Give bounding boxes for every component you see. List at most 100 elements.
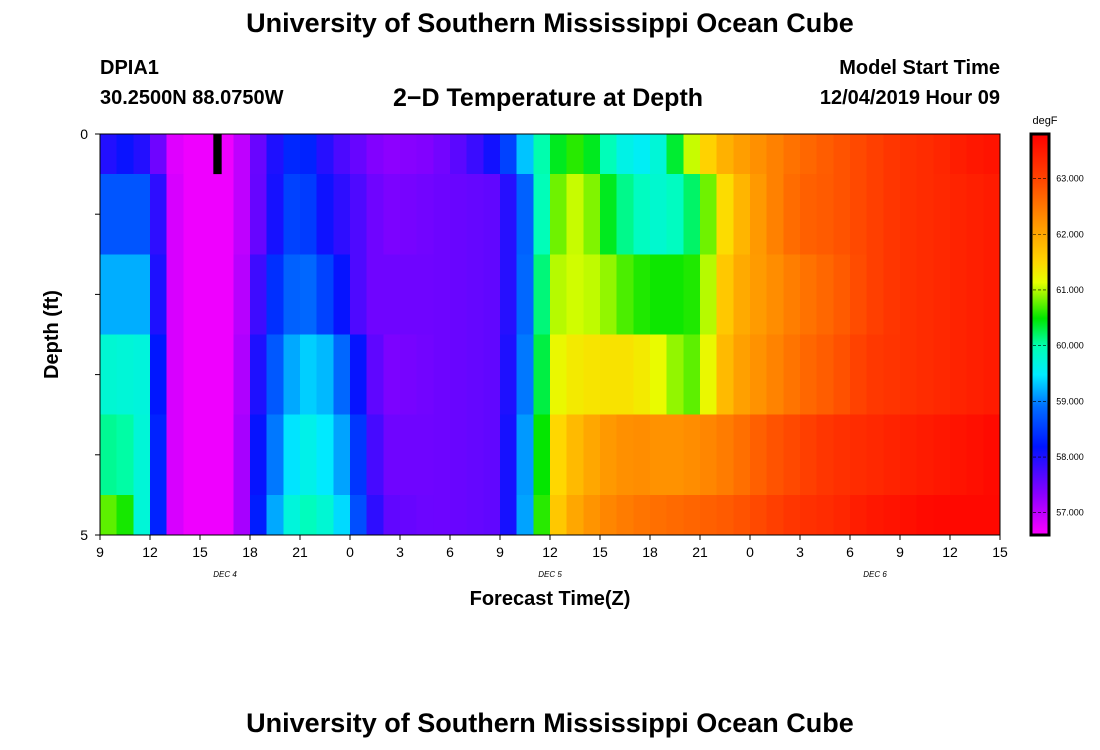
heatmap-cell bbox=[116, 334, 134, 416]
heatmap-cell bbox=[266, 414, 284, 496]
heatmap-cell bbox=[266, 334, 284, 416]
heatmap-cell bbox=[850, 334, 868, 416]
heatmap-cell bbox=[200, 334, 218, 416]
heatmap-cell bbox=[983, 494, 1001, 536]
heatmap-cell bbox=[200, 414, 218, 496]
station-id: DPIA1 bbox=[100, 57, 159, 79]
heatmap-cell bbox=[100, 414, 118, 496]
heatmap-cell bbox=[566, 334, 584, 416]
heatmap-cell bbox=[466, 334, 484, 416]
heatmap-cell bbox=[200, 494, 218, 536]
heatmap-cell bbox=[383, 134, 401, 175]
x-tick-label: 6 bbox=[846, 544, 854, 560]
heatmap-cell bbox=[450, 134, 468, 175]
heatmap-cell bbox=[216, 414, 234, 496]
heatmap-cell bbox=[116, 134, 134, 175]
heatmap-cell bbox=[900, 254, 918, 336]
heatmap-cell bbox=[183, 494, 201, 536]
heatmap-cell bbox=[800, 174, 818, 255]
heatmap-cell bbox=[616, 494, 634, 536]
heatmap-cell bbox=[216, 494, 234, 536]
heatmap-cell bbox=[600, 134, 618, 175]
heatmap-cell bbox=[466, 414, 484, 496]
heatmap-cell bbox=[333, 494, 351, 536]
heatmap-cell bbox=[466, 134, 484, 175]
heatmap-cell bbox=[566, 174, 584, 255]
heatmap-cell bbox=[800, 414, 818, 496]
heatmap-cell bbox=[866, 134, 884, 175]
heatmap-cell bbox=[966, 174, 984, 255]
heatmap-cell bbox=[333, 134, 351, 175]
heatmap-cell bbox=[700, 494, 718, 536]
heatmap-cell bbox=[266, 254, 284, 336]
date-label: DEC 5 bbox=[538, 570, 562, 579]
heatmap-cell bbox=[133, 334, 151, 416]
heatmap-cell bbox=[900, 334, 918, 416]
heatmap-cell bbox=[466, 494, 484, 536]
colorbar-tick-label: 62.000 bbox=[1056, 229, 1084, 239]
x-tick-label: 15 bbox=[192, 544, 208, 560]
heatmap-cell bbox=[616, 414, 634, 496]
heatmap-cell bbox=[766, 174, 784, 255]
heatmap-cell bbox=[283, 334, 301, 416]
x-tick-label: 9 bbox=[896, 544, 904, 560]
heatmap-cell bbox=[816, 494, 834, 536]
heatmap-cell bbox=[250, 174, 268, 255]
heatmap-cell bbox=[200, 134, 218, 175]
heatmap-cell bbox=[750, 134, 768, 175]
heatmap-cell bbox=[500, 414, 518, 496]
heatmap-cells bbox=[100, 134, 1001, 536]
heatmap-cell bbox=[916, 494, 934, 536]
heatmap-cell bbox=[350, 334, 368, 416]
heatmap-cell bbox=[600, 494, 618, 536]
heatmap-cell bbox=[483, 134, 501, 175]
heatmap-cell bbox=[150, 494, 168, 536]
heatmap-cell bbox=[650, 334, 668, 416]
heatmap-cell bbox=[500, 334, 518, 416]
heatmap-cell bbox=[300, 334, 318, 416]
x-axis-title: Forecast Time(Z) bbox=[470, 588, 631, 610]
heatmap-cell bbox=[650, 494, 668, 536]
heatmap-cell bbox=[783, 494, 801, 536]
heatmap-cell bbox=[166, 174, 184, 255]
heatmap-cell bbox=[383, 334, 401, 416]
heatmap-cell bbox=[300, 414, 318, 496]
heatmap-cell bbox=[133, 254, 151, 336]
heatmap-cell bbox=[200, 254, 218, 336]
heatmap-cell bbox=[533, 174, 551, 255]
heatmap-cell bbox=[750, 494, 768, 536]
colorbar-frame bbox=[1029, 132, 1051, 537]
heatmap-cell bbox=[250, 254, 268, 336]
heatmap-cell bbox=[933, 414, 951, 496]
heatmap-cell bbox=[666, 334, 684, 416]
heatmap-cell bbox=[483, 334, 501, 416]
heatmap-cell bbox=[533, 334, 551, 416]
heatmap-cell bbox=[183, 334, 201, 416]
heatmap-cell bbox=[400, 334, 418, 416]
y-axis-title: Depth (ft) bbox=[41, 290, 63, 379]
heatmap-cell bbox=[250, 414, 268, 496]
x-tick-label: 3 bbox=[796, 544, 804, 560]
x-tick-label: 18 bbox=[242, 544, 258, 560]
heatmap-cell bbox=[150, 134, 168, 175]
x-tick-label: 3 bbox=[396, 544, 404, 560]
heatmap-cell bbox=[450, 174, 468, 255]
heatmap-cell bbox=[350, 254, 368, 336]
heatmap-cell bbox=[750, 174, 768, 255]
heatmap-cell bbox=[666, 174, 684, 255]
heatmap-cell bbox=[350, 134, 368, 175]
heatmap-cell bbox=[966, 414, 984, 496]
heatmap-cell bbox=[650, 174, 668, 255]
heatmap-cell bbox=[166, 494, 184, 536]
heatmap-cell bbox=[750, 414, 768, 496]
heatmap-cell bbox=[983, 254, 1001, 336]
heatmap-cell bbox=[200, 174, 218, 255]
heatmap-cell bbox=[283, 174, 301, 255]
heatmap-cell bbox=[600, 414, 618, 496]
heatmap-cell bbox=[133, 174, 151, 255]
heatmap-cell bbox=[916, 414, 934, 496]
heatmap-cell bbox=[866, 494, 884, 536]
heatmap-cell bbox=[683, 254, 701, 336]
heatmap-cell bbox=[916, 254, 934, 336]
heatmap-cell bbox=[666, 134, 684, 175]
